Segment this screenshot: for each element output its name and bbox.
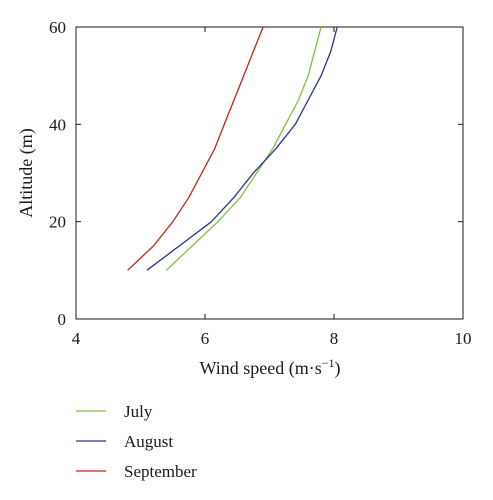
series-line-september xyxy=(127,26,264,271)
legend-label-august: August xyxy=(124,432,173,451)
y-tick-label: 60 xyxy=(49,18,66,37)
y-tick-label: 40 xyxy=(49,115,66,134)
series-line-august xyxy=(146,26,338,271)
series-lines xyxy=(127,26,338,271)
legend: July August September xyxy=(76,402,197,481)
y-axis-label: Altitude (m) xyxy=(16,128,37,217)
x-tick-label: 6 xyxy=(201,329,210,348)
x-axis-label-superscript: −1 xyxy=(322,356,335,370)
x-tick-label: 10 xyxy=(455,329,472,348)
legend-label-july: July xyxy=(124,402,153,421)
y-tick-label: 0 xyxy=(58,310,67,329)
x-axis-label: Wind speed (m·s−1) xyxy=(199,356,340,379)
legend-label-september: September xyxy=(124,462,197,481)
y-tick-label: 20 xyxy=(49,213,66,232)
axis-ticks xyxy=(75,26,464,320)
series-line-july xyxy=(165,26,322,271)
plot-frame xyxy=(75,26,464,320)
x-tick-label: 8 xyxy=(330,329,339,348)
tick-labels: 4 6 8 10 0 20 40 60 xyxy=(49,18,472,348)
x-tick-label: 4 xyxy=(72,329,81,348)
